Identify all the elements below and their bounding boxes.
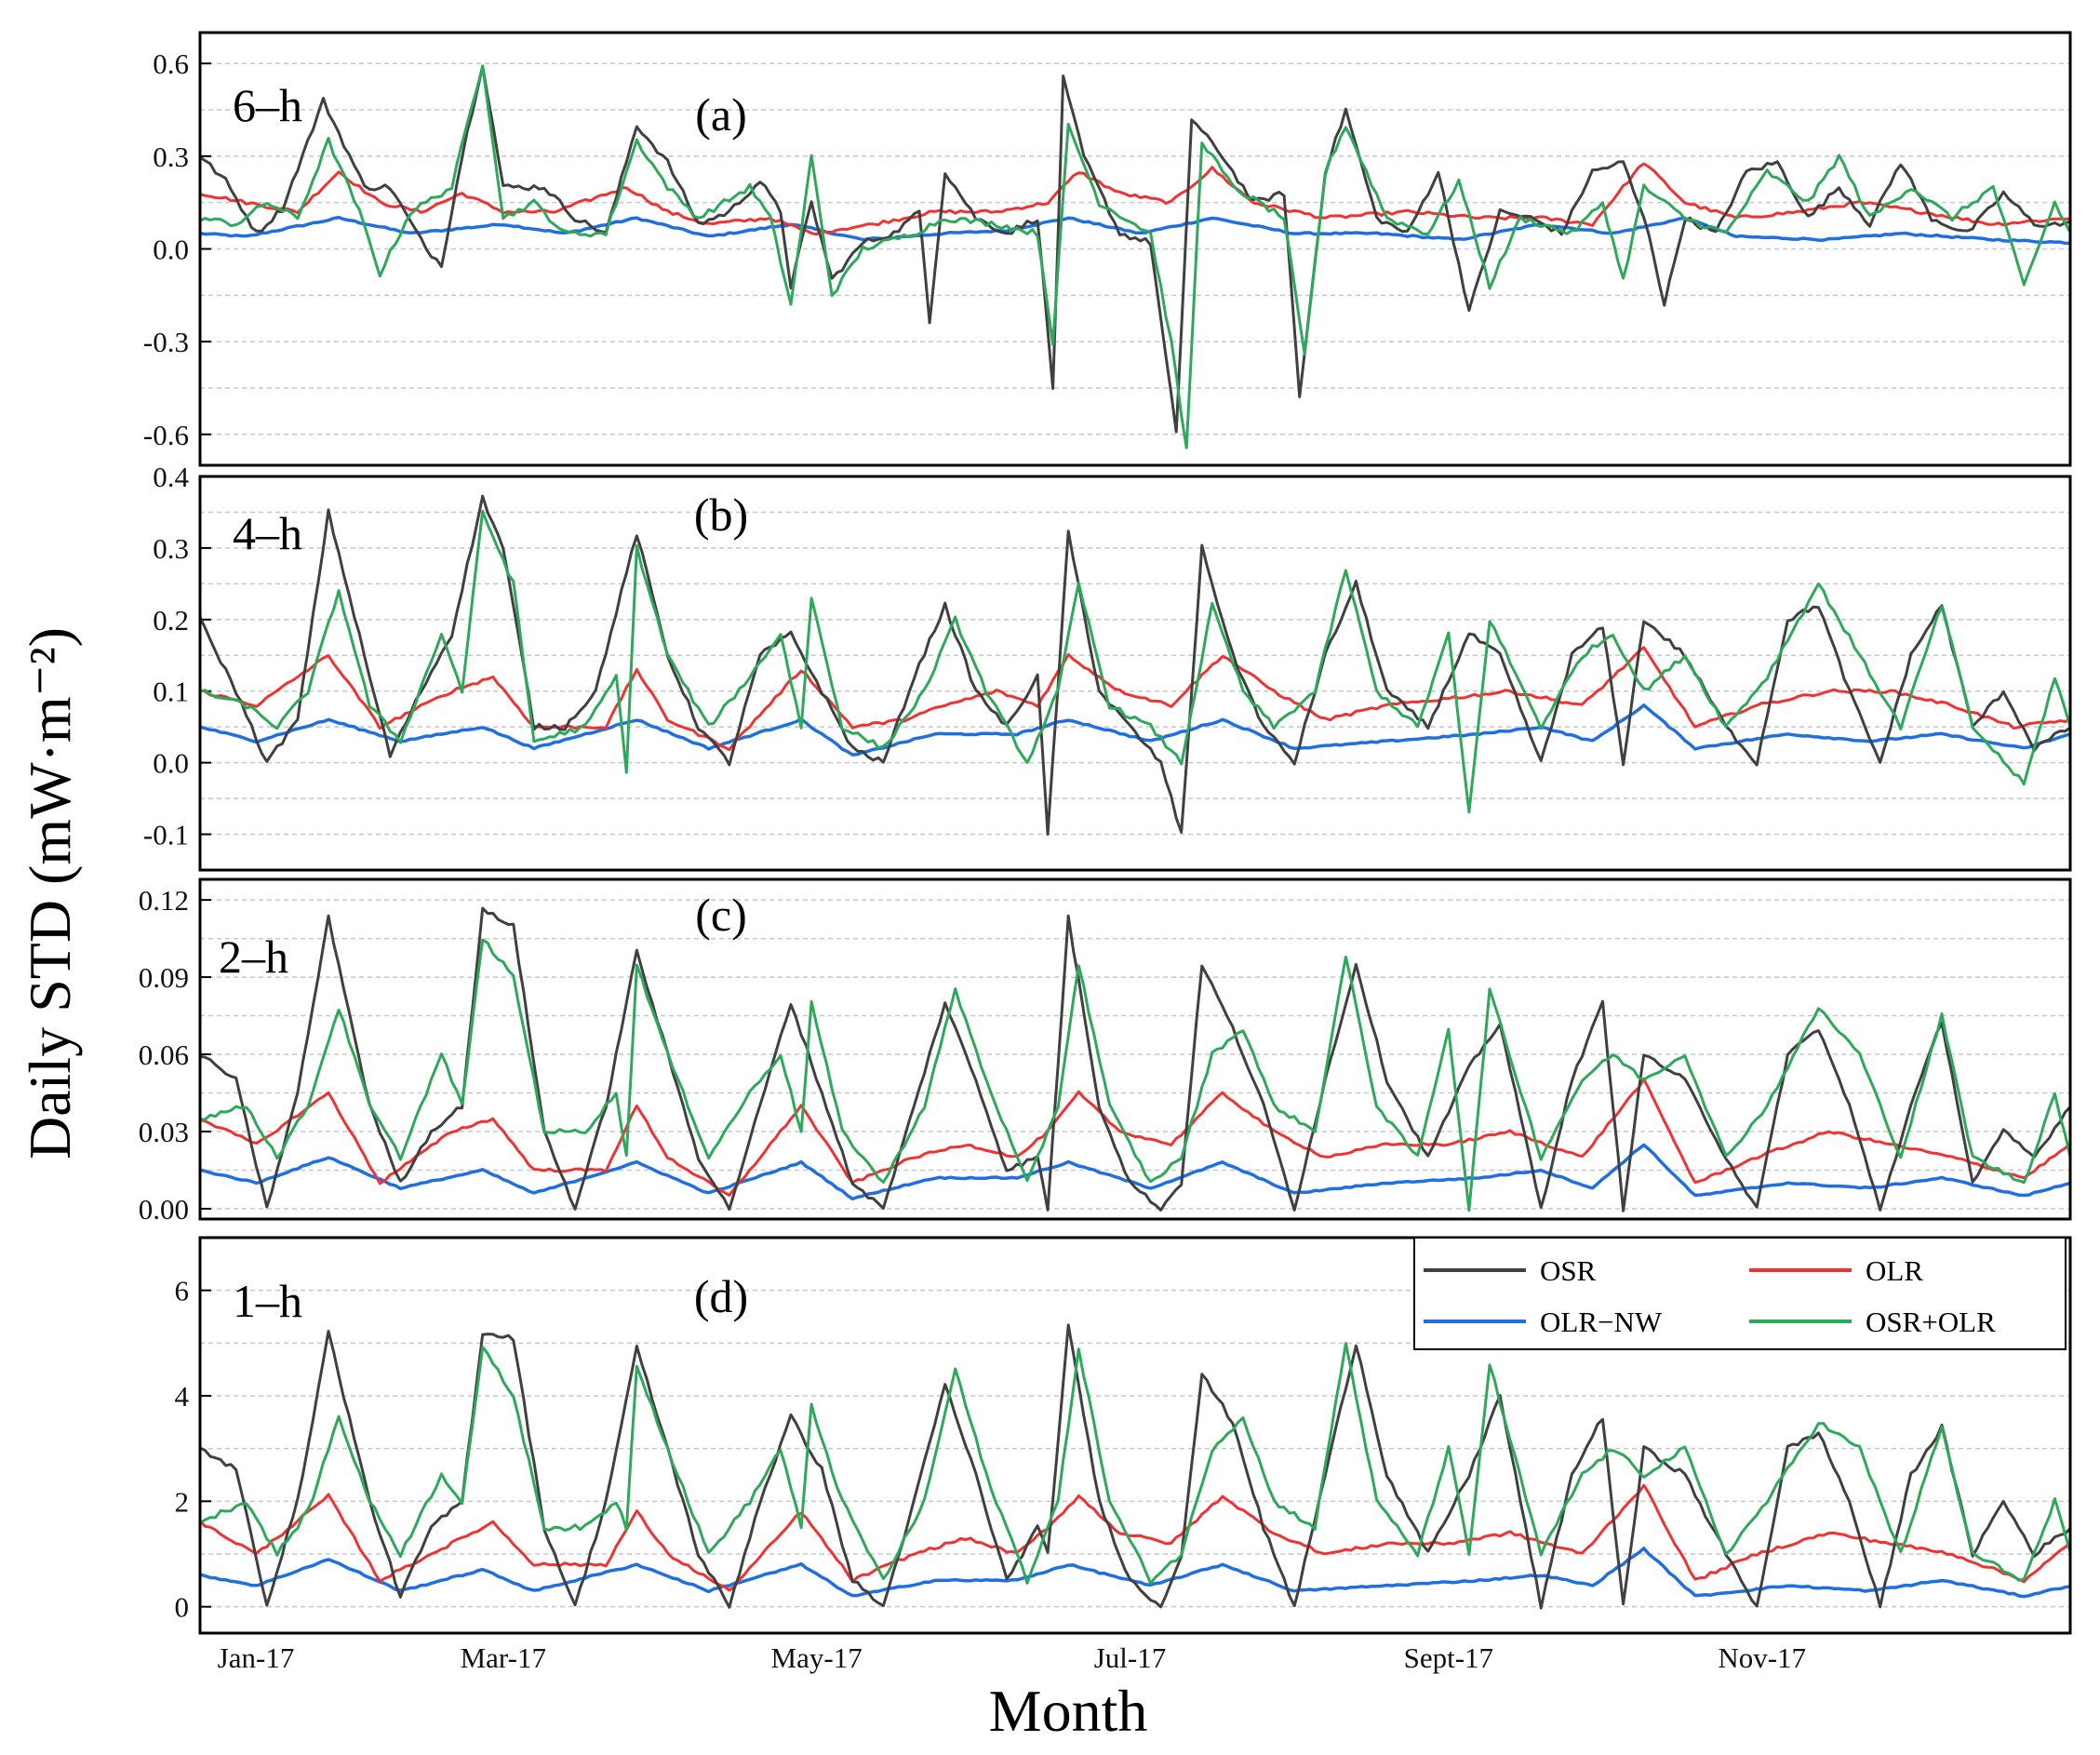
y-tick-label: 0.6 [153, 47, 189, 80]
series-line-olr-nw [200, 703, 2070, 757]
series-line-osr [200, 1323, 2070, 1610]
panel-label: (b) [694, 489, 748, 541]
plot-frame [198, 878, 2072, 1221]
panel-c: 0.12 0.09 0.06 0.03 0.00 2–h (c) [139, 878, 2072, 1226]
series-group [200, 494, 2070, 836]
series-line-osr-olr [200, 1342, 2070, 1585]
y-tick-label: 0.0 [153, 234, 189, 266]
month-tick-label: Jul-17 [1094, 1641, 1167, 1674]
series-line-olr [200, 162, 2070, 236]
interval-label: 4–h [233, 507, 302, 559]
series-group [200, 64, 2070, 449]
series-line-olr-nw [200, 1143, 2070, 1201]
legend-box [1413, 1237, 2067, 1350]
y-tick-label: 0.2 [153, 604, 189, 636]
y-tick-label: 2 [175, 1485, 190, 1518]
series-line-osr [200, 64, 2070, 434]
y-tick-label: 0.4 [153, 461, 189, 493]
panel-a: 0.6 0.3 0.0 -0.3 -0.6 6–h (a) [143, 31, 2072, 467]
series-line-osr-olr [200, 64, 2070, 449]
series-line-osr [200, 906, 2070, 1212]
y-tick-label: 0.00 [139, 1193, 189, 1226]
panel-label: (a) [695, 88, 747, 141]
panel-b: 0.4 0.3 0.2 0.1 0.0 -0.1 4–h (b) [143, 461, 2072, 872]
y-tick-label: 0.12 [139, 884, 189, 917]
y-tick-label: 0.0 [153, 747, 189, 780]
panels: 0.6 0.3 0.0 -0.3 -0.6 6–h (a) 0.4 0.3 0.2 0.1 0.0 -0… [139, 31, 2072, 1635]
y-tick-label: 0.09 [139, 961, 189, 994]
series-line-olr-nw [200, 215, 2070, 246]
series-line-olr [200, 1078, 2070, 1197]
y-axis-title: Daily STD (mW·m⁻²) [17, 627, 83, 1159]
month-tick-label: Mar-17 [461, 1641, 546, 1674]
month-tick-labels: Jan-17 Mar-17 May-17 Jul-17 Sept-17 Nov-17 [218, 1641, 1806, 1674]
x-axis-title: Month [989, 1678, 1148, 1744]
panel-label: (d) [694, 1270, 748, 1322]
month-tick-label: Jan-17 [218, 1641, 295, 1674]
y-tick-label: -0.3 [143, 326, 189, 358]
y-tick-label: 4 [175, 1380, 190, 1413]
y-tick-label: 0.03 [139, 1116, 189, 1148]
series-line-olr-nw [200, 1547, 2070, 1599]
series-group [200, 1323, 2070, 1610]
y-tick-label: -0.1 [143, 819, 189, 851]
plot-frame [198, 31, 2072, 467]
series-group [200, 906, 2070, 1212]
legend-label: OLR [1866, 1254, 1923, 1287]
interval-label: 1–h [233, 1275, 302, 1327]
series-line-osr-olr [200, 509, 2070, 814]
y-tick-label: -0.6 [143, 419, 189, 451]
y-tick-label: 0.1 [153, 676, 189, 708]
interval-label: 6–h [233, 79, 302, 131]
legend-label: OSR+OLR [1866, 1306, 1996, 1338]
y-tick-label: 0.3 [153, 141, 189, 173]
y-tick-label: 6 [175, 1275, 190, 1307]
month-tick-label: May-17 [771, 1641, 863, 1674]
interval-label: 2–h [219, 931, 288, 983]
month-tick-label: Nov-17 [1718, 1641, 1806, 1674]
plot-frame [198, 1236, 2072, 1635]
legend-label: OLR−NW [1540, 1306, 1663, 1338]
series-line-olr [200, 646, 2070, 752]
series-line-osr-olr [200, 938, 2070, 1212]
series-line-osr [200, 494, 2070, 836]
month-tick-label: Sept-17 [1404, 1641, 1493, 1674]
plot-frame [198, 475, 2072, 872]
legend-label: OSR [1540, 1254, 1597, 1287]
legend: OSR OLR OLR−NW OSR+OLR [1413, 1237, 2067, 1350]
y-tick-label: 0.06 [139, 1038, 189, 1071]
y-tick-label: 0.3 [153, 532, 189, 565]
panel-label: (c) [695, 889, 747, 941]
y-tick-label: 0 [175, 1591, 190, 1624]
series-line-olr [200, 1483, 2070, 1592]
